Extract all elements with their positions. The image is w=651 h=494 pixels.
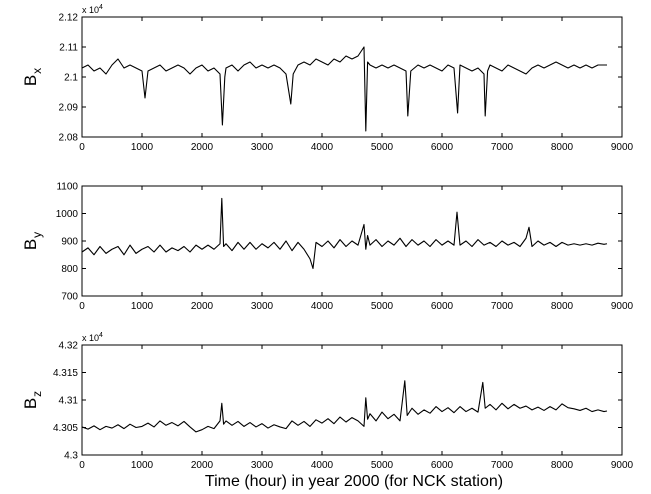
x-tick-label: 6000 (431, 301, 454, 312)
x-axis-label: Time (hour) in year 2000 (for NCK statio… (205, 473, 503, 490)
y-tick-label: 4.31 (59, 396, 79, 407)
x-tick-label: 1000 (131, 142, 154, 153)
y-tick-label: 4.3 (64, 451, 78, 462)
x-tick-label: 7000 (491, 460, 514, 471)
x-tick-label: 6000 (431, 460, 454, 471)
x-tick-label: 6000 (431, 142, 454, 153)
x-tick-label: 3000 (251, 142, 274, 153)
x-tick-label: 0 (79, 301, 85, 312)
series-line-3-1 (81, 380, 608, 433)
series-line-2-1 (81, 197, 608, 270)
y-tick-label: 900 (61, 237, 78, 248)
y-tick-label: 4.315 (53, 368, 78, 379)
y-tick-label: 2.08 (59, 133, 79, 144)
y-tick-label: 4.32 (59, 341, 79, 352)
y-tick-label: 2.12 (59, 13, 79, 24)
y-axis-label: Bz (21, 391, 44, 409)
y-tick-label: 2.09 (59, 103, 79, 114)
x-tick-label: 5000 (371, 142, 394, 153)
y-tick-label: 1100 (56, 182, 78, 193)
x-tick-label: 5000 (371, 460, 394, 471)
x-tick-label: 5000 (371, 301, 394, 312)
x-tick-label: 9000 (611, 460, 634, 471)
x-tick-label: 4000 (311, 301, 334, 312)
x-tick-label: 1000 (131, 460, 154, 471)
panel-3: 0 1000 2000 3000 4000 5000 6000 7000 8000 9000 4.3… (21, 332, 634, 471)
axis-multiplier: x 104 (82, 4, 103, 15)
y-axis-label: Bx (21, 68, 44, 86)
x-tick-label: 0 (79, 460, 85, 471)
y-axis-label: By (21, 232, 44, 250)
y-tick-label: 2.11 (59, 43, 78, 54)
panels: 0 1000 2000 3000 4000 5000 6000 7000 8000 90002.0… (21, 4, 634, 471)
x-tick-label: 2000 (191, 301, 214, 312)
y-tick-label: 2.1 (64, 73, 78, 84)
series-line-1-1 (81, 46, 607, 132)
x-tick-label: 8000 (551, 301, 574, 312)
x-tick-label: 4000 (311, 460, 334, 471)
x-tick-label: 3000 (251, 301, 274, 312)
x-tick-label: 1000 (131, 301, 154, 312)
x-tick-label: 0 (79, 142, 85, 153)
y-tick-label: 4.305 (53, 423, 78, 434)
y-tick-label: 1000 (56, 209, 79, 220)
x-tick-label: 9000 (611, 142, 634, 153)
x-tick-label: 3000 (251, 460, 274, 471)
x-tick-label: 9000 (611, 301, 634, 312)
x-tick-label: 8000 (551, 460, 574, 471)
panel-2: 0 1000 2000 3000 4000 5000 6000 7000 8000 9000 700… (21, 182, 634, 313)
y-tick-label: 800 (61, 264, 78, 275)
x-tick-label: 4000 (311, 142, 334, 153)
y-tick-label: 700 (61, 292, 78, 303)
x-tick-label: 7000 (491, 142, 514, 153)
x-tick-label: 2000 (191, 460, 214, 471)
x-tick-label: 2000 (191, 142, 214, 153)
x-tick-label: 8000 (551, 142, 574, 153)
x-tick-label: 7000 (491, 301, 514, 312)
panel-1: 0 1000 2000 3000 4000 5000 6000 7000 8000 9000 2.0… (21, 4, 634, 153)
axis-multiplier: x 104 (82, 332, 103, 343)
